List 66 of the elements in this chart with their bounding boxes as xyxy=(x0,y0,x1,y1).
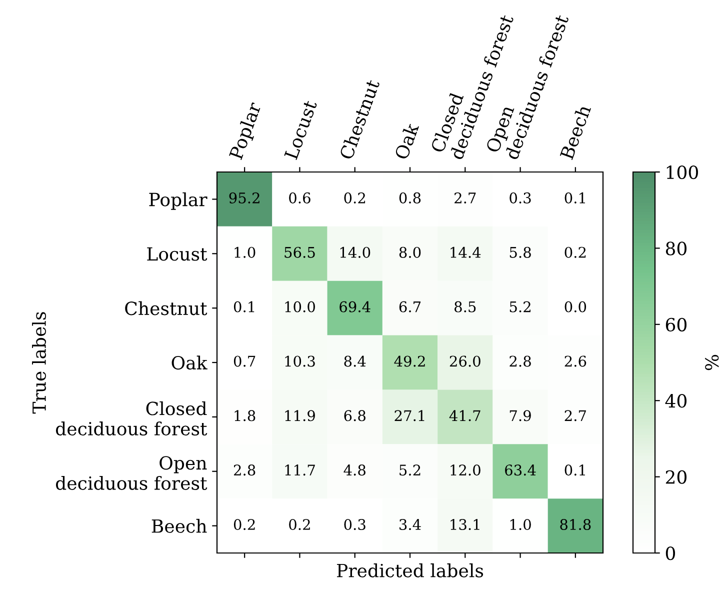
data-label: 63.4 xyxy=(505,464,536,476)
data-label: 0.3 xyxy=(510,192,531,204)
data-label: 56.5 xyxy=(284,246,315,258)
data-label: 6.7 xyxy=(399,301,421,312)
color-bar-label: 0 xyxy=(666,546,676,560)
color-bar-label: 100 xyxy=(666,165,698,180)
y-tick-label: Beech xyxy=(152,518,207,533)
data-label: 69.4 xyxy=(340,301,370,312)
data-label: 1.8 xyxy=(234,410,256,422)
data-label: 4.8 xyxy=(344,464,366,476)
data-label: 2.7 xyxy=(454,192,476,204)
y-tick-label: Oak xyxy=(172,356,208,370)
data-label: 49.2 xyxy=(394,356,425,367)
data-label: 6.8 xyxy=(344,410,366,422)
data-label: 0.0 xyxy=(564,301,586,312)
data-label: 0.1 xyxy=(234,301,254,312)
data-label: 0.2 xyxy=(564,246,586,258)
data-label: 0.1 xyxy=(564,192,585,204)
data-label: 81.8 xyxy=(560,518,591,530)
data-label: 0.6 xyxy=(289,192,310,204)
y-tick-label: Open deciduous forest xyxy=(56,456,208,490)
data-label: 13.1 xyxy=(450,518,480,530)
data-label: 27.1 xyxy=(394,410,424,422)
data-label: 12.0 xyxy=(450,464,480,476)
data-label: 0.2 xyxy=(234,518,255,530)
color-bar-label: 60 xyxy=(666,318,686,332)
data-label: 2.7 xyxy=(564,410,586,422)
x-axis-title: Predicted labels xyxy=(337,563,484,578)
data-label: 3.4 xyxy=(400,518,421,530)
data-label: 0.1 xyxy=(564,464,585,476)
data-label: 5.2 xyxy=(510,301,530,312)
x-tick-label: Oak xyxy=(394,122,420,160)
data-label: 11.7 xyxy=(285,464,315,476)
data-label: 2.8 xyxy=(234,464,256,476)
data-label: 8.4 xyxy=(344,356,366,367)
data-label: 10.0 xyxy=(285,301,315,312)
color-bar-label: 80 xyxy=(666,242,686,256)
data-label: 8.5 xyxy=(454,301,476,312)
data-label: 26.0 xyxy=(450,356,480,367)
data-label: 0.3 xyxy=(344,518,366,530)
y-tick-label: Chestnut xyxy=(125,301,208,316)
data-label: 95.2 xyxy=(229,192,260,204)
color-bar-title: % xyxy=(705,354,719,370)
data-label: 0.2 xyxy=(344,192,366,204)
y-tick-label: Poplar xyxy=(149,192,208,210)
data-label: 10.3 xyxy=(285,356,315,367)
data-label: 0.2 xyxy=(289,518,310,530)
color-bar-label: 20 xyxy=(666,470,686,484)
data-label: 2.6 xyxy=(564,356,586,367)
y-axis-title: True labels xyxy=(32,312,46,414)
data-label: 14.4 xyxy=(450,246,481,258)
data-label: 5.8 xyxy=(510,246,531,258)
data-label: 14.0 xyxy=(340,246,370,258)
data-label: 7.9 xyxy=(510,410,531,422)
data-label: 2.8 xyxy=(510,356,531,367)
data-label: 8.0 xyxy=(399,246,421,258)
y-tick-label: Locust xyxy=(147,247,208,261)
data-label: 1.0 xyxy=(234,246,256,258)
data-label: 11.9 xyxy=(285,410,315,422)
data-label: 41.7 xyxy=(449,410,480,422)
data-label: 1.0 xyxy=(510,518,531,530)
data-label: 0.7 xyxy=(234,356,256,367)
data-label: 5.2 xyxy=(400,464,420,476)
y-tick-label: Closed deciduous forest xyxy=(56,401,208,436)
color-bar-label: 40 xyxy=(665,394,686,408)
data-label: 0.8 xyxy=(399,192,421,204)
